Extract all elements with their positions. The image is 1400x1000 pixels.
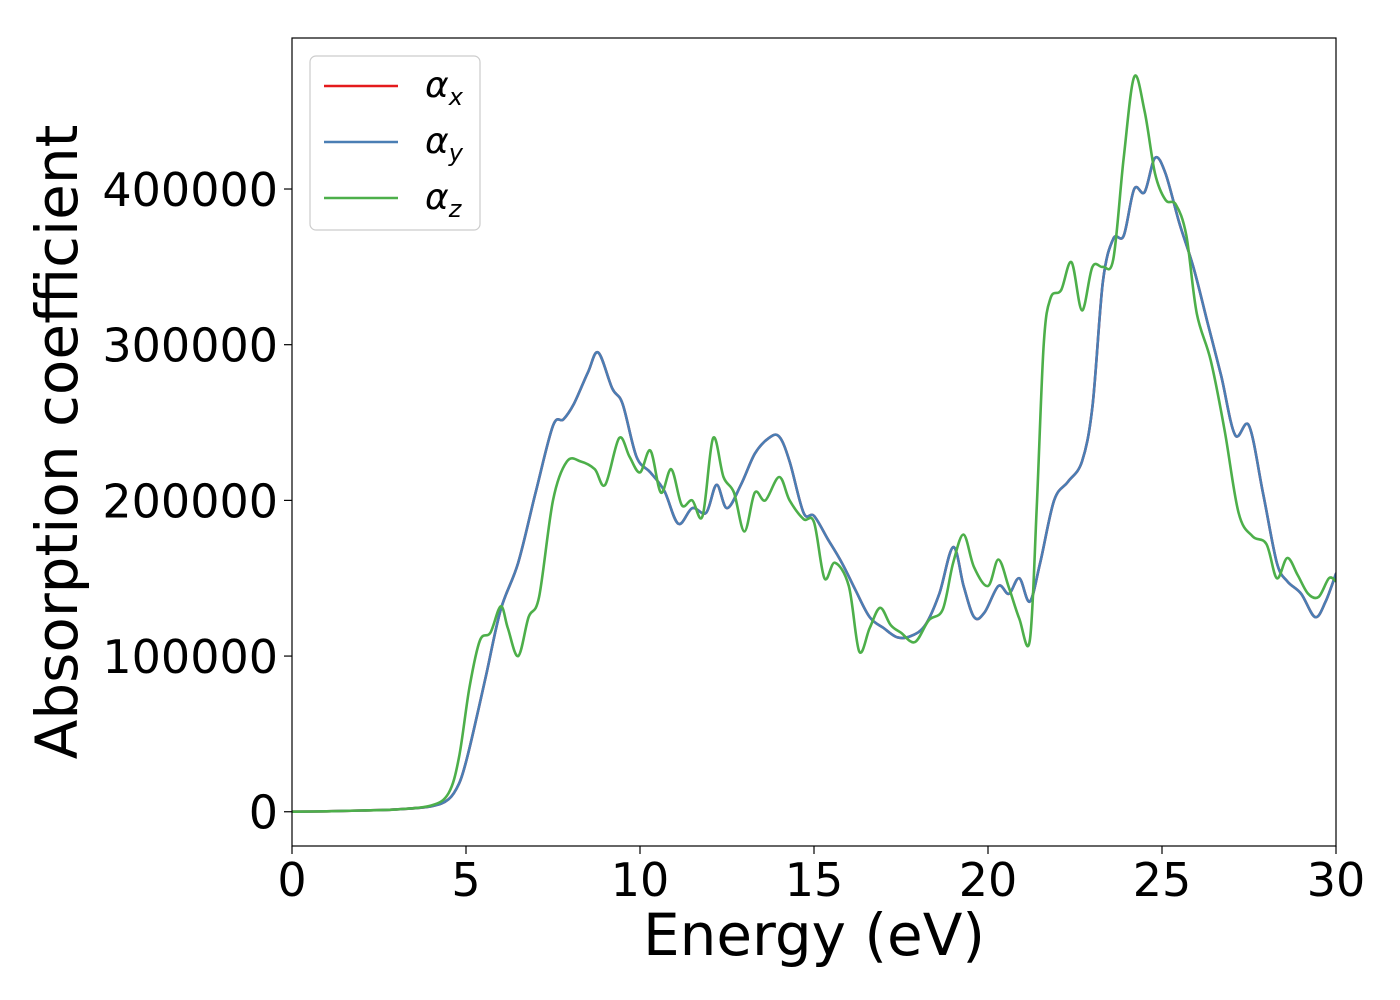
x-tick-label: 25 [1133,853,1192,907]
y-tick-label: 400000 [102,163,278,217]
series-line-y [292,155,1336,813]
y-tick-label: 0 [249,786,278,840]
series-line-z [292,74,1336,813]
y-axis-title: Absorption coefficient [23,125,91,760]
legend-label-y: αy [425,121,464,167]
y-tick-label: 100000 [102,630,278,684]
x-axis: 0 5 10 15 20 25 30 [277,846,1365,907]
x-tick-label: 5 [451,853,480,907]
legend-label-x: αx [425,65,464,111]
y-tick-label: 200000 [102,474,278,528]
y-tick-label: 300000 [102,319,278,373]
series-layer [292,74,1336,813]
y-axis: 0 100000 200000 300000 400000 [102,163,292,840]
x-axis-title: Energy (eV) [643,901,985,969]
x-tick-label: 0 [277,853,306,907]
x-tick-label: 15 [785,853,844,907]
x-tick-label: 20 [959,853,1018,907]
x-tick-label: 30 [1307,853,1366,907]
x-tick-label: 10 [611,853,670,907]
